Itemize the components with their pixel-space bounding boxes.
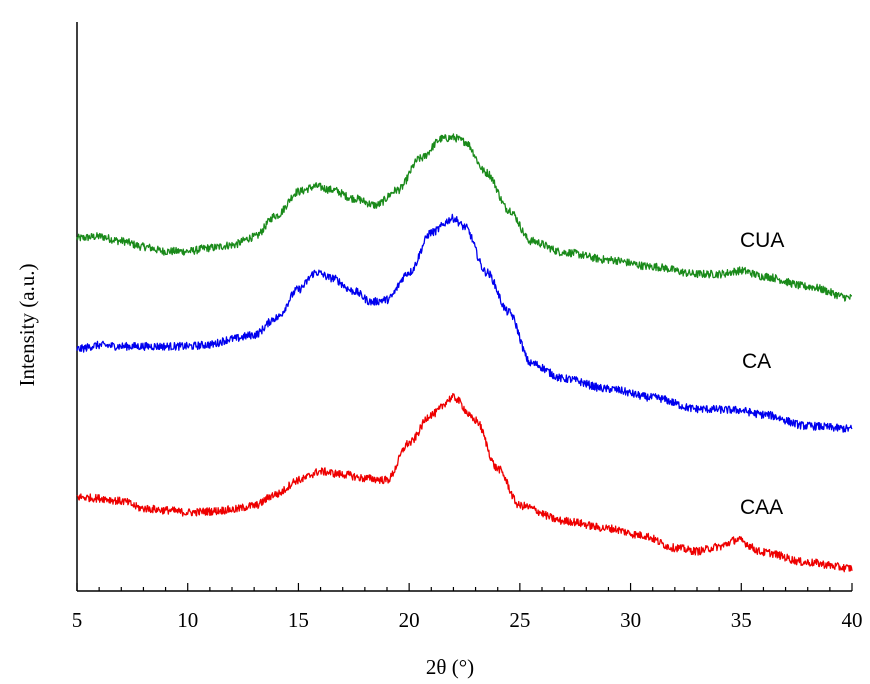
x-tick-label: 30 bbox=[620, 608, 641, 632]
y-axis-title: Intensity (a.u.) bbox=[15, 263, 39, 386]
x-axis-ticks bbox=[76, 583, 853, 591]
series-labels: CUA CA CAA bbox=[740, 229, 784, 519]
series-line-caa bbox=[76, 392, 853, 573]
x-axis-tick-labels: 5 10 15 20 25 30 35 40 bbox=[72, 608, 863, 632]
x-tick-label: 10 bbox=[177, 608, 198, 632]
x-axis-title: 2θ (°) bbox=[426, 655, 474, 679]
series-line-cua bbox=[76, 133, 853, 302]
series-line-ca bbox=[76, 213, 853, 433]
series-label-cua: CUA bbox=[740, 229, 784, 252]
x-tick-label: 35 bbox=[731, 608, 752, 632]
x-tick-label: 20 bbox=[399, 608, 420, 632]
x-tick-label: 25 bbox=[509, 608, 530, 632]
x-tick-label: 15 bbox=[288, 608, 309, 632]
series-layer bbox=[76, 133, 853, 573]
x-tick-label: 5 bbox=[72, 608, 83, 632]
series-label-ca: CA bbox=[742, 350, 771, 373]
series-label-caa: CAA bbox=[740, 496, 783, 519]
x-tick-label: 40 bbox=[842, 608, 863, 632]
